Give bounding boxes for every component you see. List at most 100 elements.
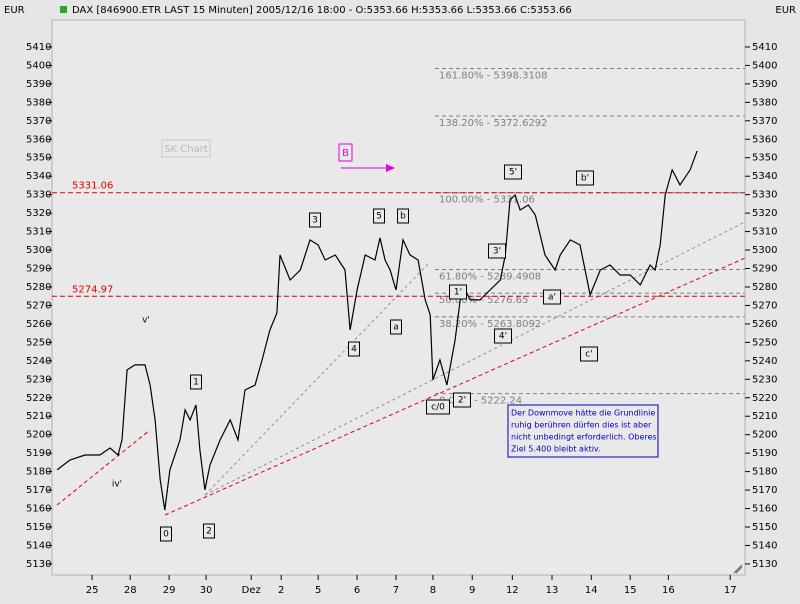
y-tick-label: 5180 [752,467,777,478]
trend-line [56,429,151,506]
note-line: ruhig berühren dürfen dies ist aber [511,421,652,430]
y-tick-label: 5250 [752,337,777,348]
currency-right: EUR [775,5,796,16]
note-line: Der Downmove hätte die Grundlinie [511,409,655,418]
wave-label: 0 [163,530,169,540]
y-tick-label: 5270 [752,300,777,311]
wave-box [160,526,172,542]
y-tick-label: 5160 [752,504,777,515]
wave-box [488,243,506,259]
y-tick-label: 5230 [26,374,51,385]
wave-box [576,170,594,186]
y-tick-label: 5380 [752,97,777,108]
note-line: Ziel 5.400 bleibt aktiv. [511,445,601,454]
wave-label: c/0 [431,403,445,413]
y-tick-label: 5230 [752,374,777,385]
y-tick-label: 5220 [26,393,51,404]
y-tick-label: 5300 [26,245,51,256]
y-tick-label: 5410 [26,42,51,53]
fib-label: 100.00% - 5331.06 [439,195,535,206]
y-tick-label: 5390 [752,79,777,90]
marker-label: B [342,148,349,159]
y-tick-label: 5370 [26,116,51,127]
wave-label: iv' [112,480,122,490]
y-tick-label: 5150 [26,522,51,533]
plot-area [51,19,746,576]
fib-label: 0.00% - 5222.24 [439,396,522,407]
x-tick-label: 14 [585,585,598,596]
currency-left: EUR [4,5,25,16]
wave-box [203,523,215,539]
y-tick-label: 5210 [752,411,777,422]
marker-arrowhead [386,164,395,172]
y-tick-label: 5410 [752,42,777,53]
x-tick-label: 30 [200,585,213,596]
y-tick-label: 5200 [26,430,51,441]
y-tick-label: 5330 [26,190,51,201]
wave-label: b [400,212,406,222]
wave-box [190,374,202,390]
y-tick-label: 5340 [752,171,777,182]
y-tick-label: 5220 [752,393,777,404]
x-tick-label: 25 [86,585,99,596]
y-tick-label: 5170 [26,485,51,496]
x-tick-label: 13 [546,585,559,596]
fib-label: 138.20% - 5372.6292 [439,118,548,129]
y-tick-label: 5290 [26,264,51,275]
y-tick-label: 5190 [26,448,51,459]
wave-box [390,319,402,335]
y-tick-label: 5130 [752,559,777,570]
watermark: SK Chart [164,144,208,155]
x-tick-label: 16 [662,585,675,596]
y-tick-label: 5250 [26,337,51,348]
y-tick-label: 5330 [752,190,777,201]
fib-label: 161.80% - 5398.3108 [439,71,548,82]
series-icon [60,6,67,13]
wave-label: 3' [493,247,501,257]
wave-label: b' [581,174,589,184]
y-tick-label: 5390 [26,79,51,90]
y-tick-label: 5400 [26,60,51,71]
wave-box [543,289,561,305]
trend-line [164,257,746,516]
y-tick-label: 5350 [26,153,51,164]
y-tick-label: 5160 [26,504,51,515]
chart-title: DAX [846900.ETR LAST 15 Minuten] 2005/12… [72,5,572,16]
fib-label: 50.00% - 5276.65 [439,295,528,306]
wave-label: 5' [509,168,517,178]
wave-label: 4' [499,332,507,342]
y-tick-label: 5140 [26,540,51,551]
y-tick-label: 5210 [26,411,51,422]
fib-label: 61.80% - 5289.4908 [439,271,541,282]
wave-box [309,212,321,228]
y-tick-label: 5260 [26,319,51,330]
x-tick-label: 12 [506,585,519,596]
x-tick-label: Dez [242,585,261,596]
y-tick-label: 5340 [26,171,51,182]
wave-box [348,341,360,357]
y-tick-label: 5270 [26,300,51,311]
wave-label: a [393,323,399,333]
watermark-box [161,139,211,158]
x-tick-label: 7 [393,585,399,596]
note-box [507,404,659,458]
y-tick-label: 5290 [752,264,777,275]
wave-label: 4 [351,345,357,355]
x-tick-label: 29 [163,585,176,596]
x-tick-label: 8 [430,585,436,596]
price-line [56,150,698,511]
y-tick-label: 5360 [26,134,51,145]
wave-label: 1 [193,378,199,388]
y-tick-label: 5280 [26,282,51,293]
level-label: 5331.06 [72,181,113,192]
y-tick-label: 5180 [26,467,51,478]
fib-label: 38.20% - 5263.8092 [439,319,541,330]
wave-box [449,284,467,300]
y-tick-label: 5320 [752,208,777,219]
wave-label: 5 [376,212,382,222]
wave-box [494,328,512,344]
level-label: 5274.97 [72,284,113,295]
y-tick-label: 5200 [752,430,777,441]
wave-box [504,164,522,180]
x-tick-label: 15 [624,585,637,596]
